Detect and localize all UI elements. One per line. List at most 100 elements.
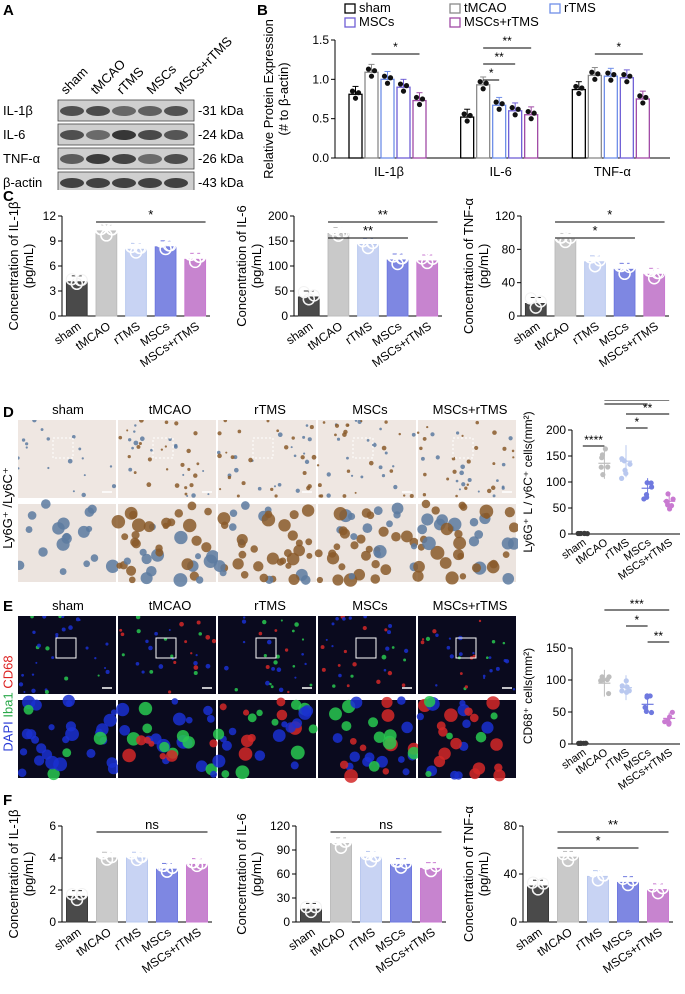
bar-rTMS <box>584 261 606 317</box>
ihc-cell <box>234 467 239 473</box>
data-point <box>619 475 625 481</box>
ihc-cell <box>486 488 492 494</box>
if-cell <box>397 756 405 763</box>
wb-band <box>60 130 84 140</box>
ihc-cell <box>90 554 99 562</box>
if-cell <box>195 760 208 772</box>
x-tick-label: rTMS <box>343 319 375 347</box>
y-tick-label: 0 <box>559 737 566 751</box>
ihc-cell <box>136 444 141 449</box>
if-cell <box>36 743 47 754</box>
ihc-cell <box>174 443 178 448</box>
data-point <box>355 90 362 96</box>
ihc-cell <box>167 518 176 527</box>
ihc-cell <box>333 507 348 521</box>
ihc-cell <box>277 432 283 438</box>
data-point <box>349 88 356 94</box>
if-cell <box>238 747 253 761</box>
significance-label: ns <box>379 817 393 832</box>
ihc-cell <box>430 432 435 437</box>
bar-MSCs+rTMS <box>186 863 208 923</box>
ihc-cell <box>461 482 466 487</box>
y-axis-label: Concentration of TNF-α <box>461 198 476 334</box>
if-cell <box>482 674 486 678</box>
bar-rTMS <box>587 875 609 923</box>
y-tick-label: 0.5 <box>312 112 329 126</box>
if-cell <box>475 731 487 743</box>
y-tick-label: 80 <box>502 242 516 256</box>
data-point <box>528 116 534 122</box>
ihc-cell <box>131 530 140 540</box>
ihc-cell <box>398 432 401 436</box>
y-tick-label: 50 <box>275 284 289 298</box>
y-tick-label: 0 <box>559 527 566 541</box>
data-point-ring <box>164 239 177 252</box>
ihc-cell <box>18 467 20 470</box>
y-tick-label: 150 <box>268 234 288 248</box>
x-tick-label: tMCAO <box>73 925 113 959</box>
ihc-cell <box>347 512 356 521</box>
legend-swatch <box>344 3 356 14</box>
data-point <box>627 461 633 467</box>
data-point <box>419 96 426 102</box>
y-tick-label: 100 <box>546 475 566 489</box>
ihc-cell <box>304 459 310 465</box>
data-point <box>621 72 627 78</box>
if-cell <box>404 648 409 653</box>
ihc-cell <box>389 469 394 473</box>
bar-MSCs <box>508 110 523 159</box>
if-cell <box>85 646 89 650</box>
data-point <box>605 70 611 76</box>
ihc-cell <box>146 482 152 488</box>
ihc-cell <box>305 538 313 546</box>
ihc-cell <box>504 507 515 518</box>
bar-MSCs+rTMS <box>412 99 427 159</box>
if-cell <box>154 631 158 636</box>
ihc-cell <box>191 535 202 546</box>
significance-label: ns <box>145 817 159 832</box>
bar-MSCs <box>154 246 177 317</box>
if-cell <box>224 665 229 671</box>
if-cell <box>105 642 109 646</box>
if-cell <box>321 667 326 672</box>
ihc-cell <box>165 468 169 471</box>
ihc-cell <box>187 467 191 471</box>
y-axis-label: Concentration of IL-1β <box>6 202 21 331</box>
significance-label: ** <box>608 817 618 832</box>
significance-label: * <box>393 40 398 54</box>
ihc-image-tile <box>18 420 116 498</box>
data-point <box>644 694 650 700</box>
if-cell <box>342 617 346 621</box>
ihc-cell <box>237 429 242 434</box>
ihc-cell <box>261 512 276 527</box>
ihc-cell <box>461 434 464 437</box>
if-cell <box>352 662 357 667</box>
data-point <box>643 94 649 101</box>
if-cell <box>247 733 256 743</box>
ihc-cell <box>213 560 226 573</box>
ihc-cell <box>133 440 139 446</box>
if-cell <box>97 674 100 677</box>
legend-label: MSCs <box>359 14 395 29</box>
if-cell <box>269 682 272 686</box>
if-cell <box>103 666 107 670</box>
if-cell <box>331 645 334 648</box>
wb-band <box>86 130 110 140</box>
if-cell <box>142 723 153 734</box>
if-cell <box>301 638 305 641</box>
ihc-cell <box>266 552 279 565</box>
ihc-cell <box>164 445 168 448</box>
ihc-cell <box>301 504 315 517</box>
ihc-cell <box>236 494 240 498</box>
ihc-cell <box>422 493 427 497</box>
chart-f2-svg: Concentration of IL-6 (pg/mL)0306090120sh… <box>234 813 446 976</box>
ihc-cell <box>502 551 510 558</box>
ihc-cell <box>360 550 372 561</box>
y-tick-label: 0 <box>508 309 515 323</box>
data-point <box>352 95 359 101</box>
significance-label: * <box>489 66 494 80</box>
chart-d-svg: Ly6G⁺ L / y6C⁺ cells(mm²) 050100150200sha… <box>521 387 680 583</box>
y-tick-label: 1.5 <box>312 33 329 47</box>
chart-f3-svg: Concentration of TNF-α (pg/mL)04080shamtM… <box>461 806 673 976</box>
y-axis-label: Concentration of IL-6 <box>234 205 249 326</box>
